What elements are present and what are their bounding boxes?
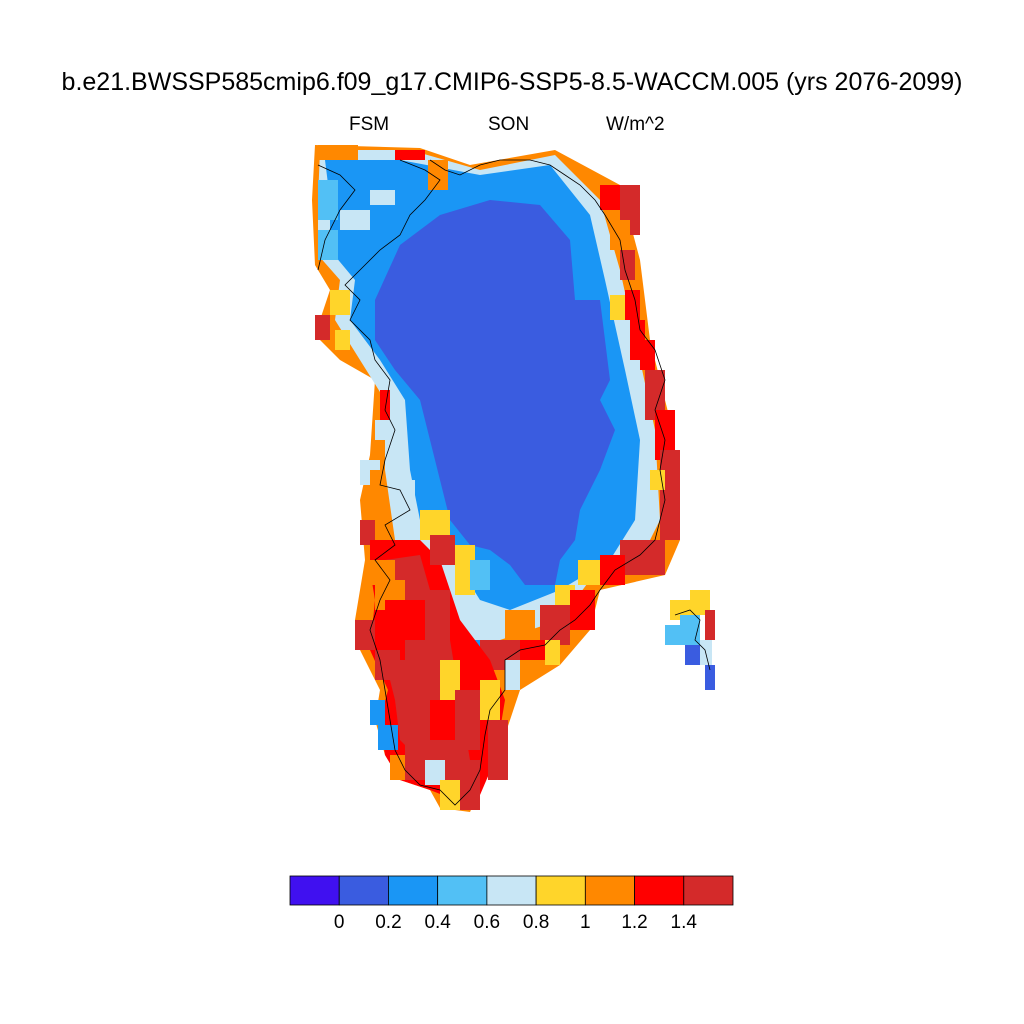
colorbar-swatch — [438, 876, 487, 905]
map-cell — [330, 290, 350, 315]
map-cell — [705, 610, 715, 640]
map-cell — [315, 315, 330, 340]
map-cell — [505, 660, 520, 690]
map-cell — [455, 690, 480, 750]
map-cell — [385, 600, 425, 640]
colorbar-swatch — [290, 876, 339, 905]
colorbar-swatch — [487, 876, 536, 905]
map-cell — [395, 480, 415, 510]
colorbar-tick-label: 1 — [580, 912, 591, 934]
map-cell — [430, 535, 455, 565]
map-cell — [600, 555, 625, 585]
colorbar-tick-label: 1.2 — [621, 912, 647, 934]
colorbar-swatch — [635, 876, 684, 905]
map-cell — [545, 640, 560, 665]
map-cell — [378, 725, 398, 750]
map-cell — [610, 220, 630, 250]
map-cell — [370, 470, 380, 500]
colorbar-tick-label: 0.4 — [424, 912, 450, 934]
map-cell — [570, 590, 595, 630]
map-cell — [440, 780, 460, 810]
colorbar-tick-label: 0.8 — [523, 912, 549, 934]
map-cell — [380, 390, 390, 420]
map-cell — [370, 190, 395, 205]
map-cell — [488, 720, 508, 780]
map-cell — [520, 640, 545, 660]
colorbar-tick-label: 0.6 — [474, 912, 500, 934]
colorbar-swatch — [536, 876, 585, 905]
map-cell — [430, 700, 455, 740]
colorbar-tick-label: 0.2 — [375, 912, 401, 934]
map-cell — [460, 760, 480, 810]
map-cell — [340, 210, 370, 230]
colorbar-tick-label: 0 — [334, 912, 345, 934]
map-cell — [318, 145, 358, 160]
colorbar-tick-label: 1.4 — [671, 912, 697, 934]
colorbar-swatch — [388, 876, 437, 905]
map-cell — [665, 625, 680, 645]
colorbar — [290, 876, 733, 905]
map-cell — [660, 490, 680, 540]
map-cell — [370, 700, 385, 725]
map-cell — [600, 185, 620, 210]
colorbar-swatch — [339, 876, 388, 905]
map-cell — [640, 340, 655, 370]
map-cell — [680, 615, 700, 645]
map-cell — [685, 645, 700, 665]
map-cell — [578, 560, 600, 585]
map-cell — [375, 650, 400, 680]
map-cell — [428, 160, 448, 190]
map-cell — [540, 605, 570, 645]
map-cell — [335, 330, 350, 350]
map-cell — [505, 610, 535, 640]
map-cell — [375, 420, 390, 440]
colorbar-swatch — [684, 876, 733, 905]
map-cell — [390, 755, 405, 780]
map-cells — [312, 145, 715, 812]
map-cell — [395, 150, 425, 160]
map-cell — [470, 560, 490, 590]
map-cell — [620, 540, 665, 575]
map-cell — [318, 180, 338, 220]
colorbar-swatch — [585, 876, 634, 905]
